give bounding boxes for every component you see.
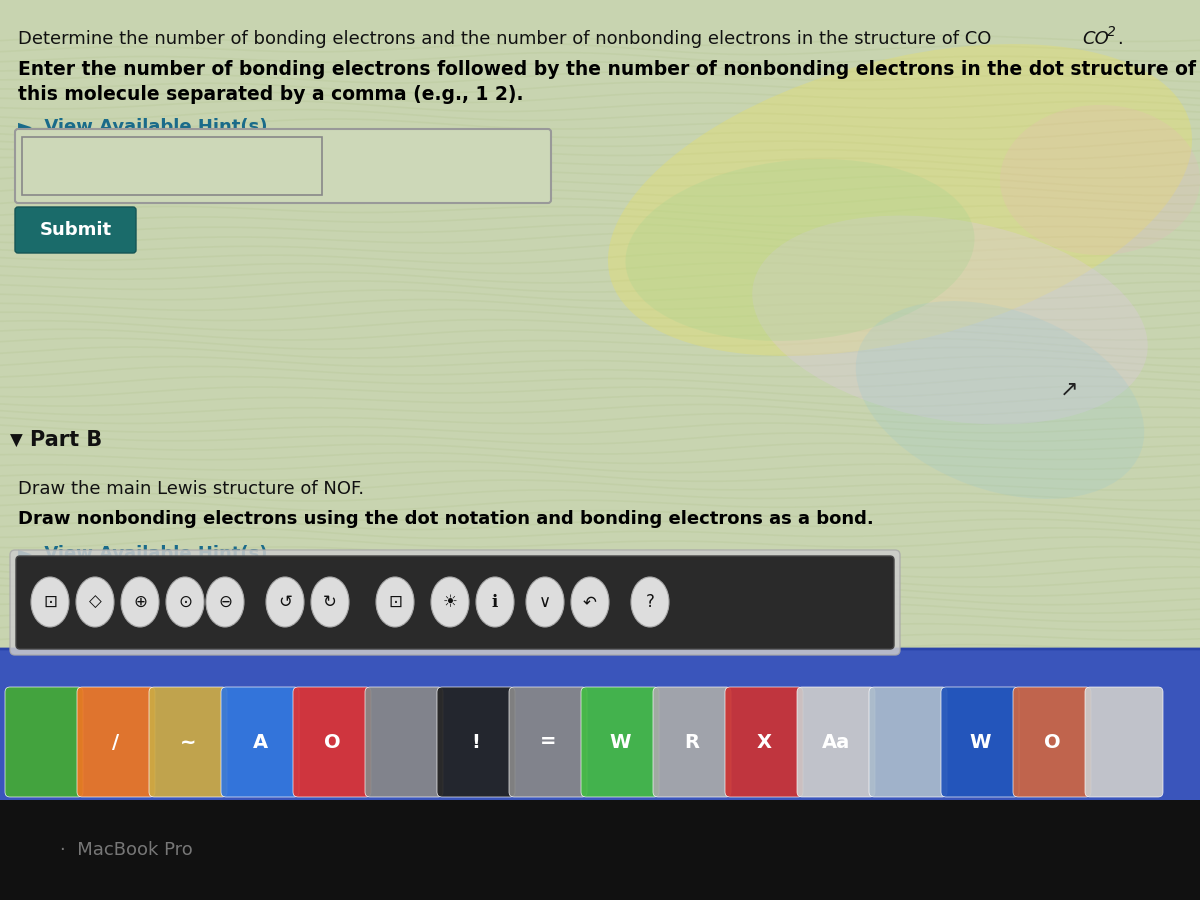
FancyBboxPatch shape [221, 687, 299, 797]
FancyBboxPatch shape [725, 687, 803, 797]
FancyBboxPatch shape [1085, 687, 1163, 797]
Text: CO: CO [1082, 30, 1109, 48]
Text: ∨: ∨ [539, 593, 551, 611]
Text: /: / [113, 733, 120, 751]
Ellipse shape [121, 577, 158, 627]
Ellipse shape [31, 577, 70, 627]
Text: ?: ? [646, 593, 654, 611]
Text: O: O [1044, 733, 1061, 751]
Text: ▼: ▼ [10, 432, 23, 450]
Text: R: R [684, 733, 700, 751]
FancyBboxPatch shape [16, 556, 894, 649]
Ellipse shape [571, 577, 610, 627]
Text: ⊕: ⊕ [133, 593, 146, 611]
FancyBboxPatch shape [14, 207, 136, 253]
FancyBboxPatch shape [509, 687, 587, 797]
Text: Part B: Part B [30, 430, 102, 450]
Text: ►  View Available Hint(s): ► View Available Hint(s) [18, 545, 268, 563]
Text: Draw nonbonding electrons using the dot notation and bonding electrons as a bond: Draw nonbonding electrons using the dot … [18, 510, 874, 528]
FancyBboxPatch shape [365, 687, 443, 797]
Bar [0, 0, 1200, 800]
FancyBboxPatch shape [10, 550, 900, 655]
Text: ·  MacBook Pro: · MacBook Pro [60, 841, 193, 859]
Text: Draw the main Lewis structure of NOF.: Draw the main Lewis structure of NOF. [18, 480, 364, 498]
Ellipse shape [431, 577, 469, 627]
FancyBboxPatch shape [653, 687, 731, 797]
FancyBboxPatch shape [581, 687, 659, 797]
Text: O: O [324, 733, 341, 751]
Text: =: = [540, 733, 557, 751]
Text: !: ! [472, 733, 480, 751]
Text: A: A [252, 733, 268, 751]
FancyBboxPatch shape [293, 687, 371, 797]
Text: Submit: Submit [40, 221, 112, 239]
FancyBboxPatch shape [14, 129, 551, 203]
Ellipse shape [1000, 105, 1200, 255]
FancyBboxPatch shape [869, 687, 947, 797]
Text: ⊙: ⊙ [178, 593, 192, 611]
Text: ⊖: ⊖ [218, 593, 232, 611]
Text: ◇: ◇ [89, 593, 101, 611]
Text: Aa: Aa [822, 733, 850, 751]
Text: ℹ: ℹ [492, 593, 498, 611]
Ellipse shape [376, 577, 414, 627]
Text: .: . [1117, 30, 1123, 48]
Text: this molecule separated by a comma (e.g., 1 2).: this molecule separated by a comma (e.g.… [18, 85, 523, 104]
Ellipse shape [476, 577, 514, 627]
FancyBboxPatch shape [437, 687, 515, 797]
Text: ~: ~ [180, 733, 197, 751]
FancyBboxPatch shape [1013, 687, 1091, 797]
Text: ↺: ↺ [278, 593, 292, 611]
Text: W: W [970, 733, 991, 751]
Text: X: X [756, 733, 772, 751]
Ellipse shape [266, 577, 304, 627]
Ellipse shape [856, 302, 1145, 499]
Ellipse shape [166, 577, 204, 627]
Text: 2: 2 [1108, 25, 1116, 39]
Text: ⊡: ⊡ [388, 593, 402, 611]
Text: ↻: ↻ [323, 593, 337, 611]
Text: ↗: ↗ [1060, 380, 1079, 400]
Text: Enter the number of bonding electrons followed by the number of nonbonding elect: Enter the number of bonding electrons fo… [18, 60, 1196, 79]
Text: ☀: ☀ [443, 593, 457, 611]
Text: W: W [610, 733, 631, 751]
Ellipse shape [76, 577, 114, 627]
FancyBboxPatch shape [797, 687, 875, 797]
FancyBboxPatch shape [0, 649, 1200, 803]
Text: ►  View Available Hint(s): ► View Available Hint(s) [18, 118, 268, 136]
FancyBboxPatch shape [77, 687, 155, 797]
Text: ⊡: ⊡ [43, 593, 56, 611]
Ellipse shape [625, 159, 974, 341]
Ellipse shape [206, 577, 244, 627]
Ellipse shape [311, 577, 349, 627]
Text: Determine the number of bonding electrons and the number of nonbonding electrons: Determine the number of bonding electron… [18, 30, 991, 48]
Ellipse shape [752, 216, 1147, 425]
Bar [0, 800, 1200, 900]
Bar [22, 137, 322, 195]
FancyBboxPatch shape [5, 687, 83, 797]
FancyBboxPatch shape [149, 687, 227, 797]
Ellipse shape [608, 44, 1192, 356]
Ellipse shape [526, 577, 564, 627]
Text: ↶: ↶ [583, 593, 596, 611]
FancyBboxPatch shape [941, 687, 1019, 797]
Ellipse shape [631, 577, 670, 627]
